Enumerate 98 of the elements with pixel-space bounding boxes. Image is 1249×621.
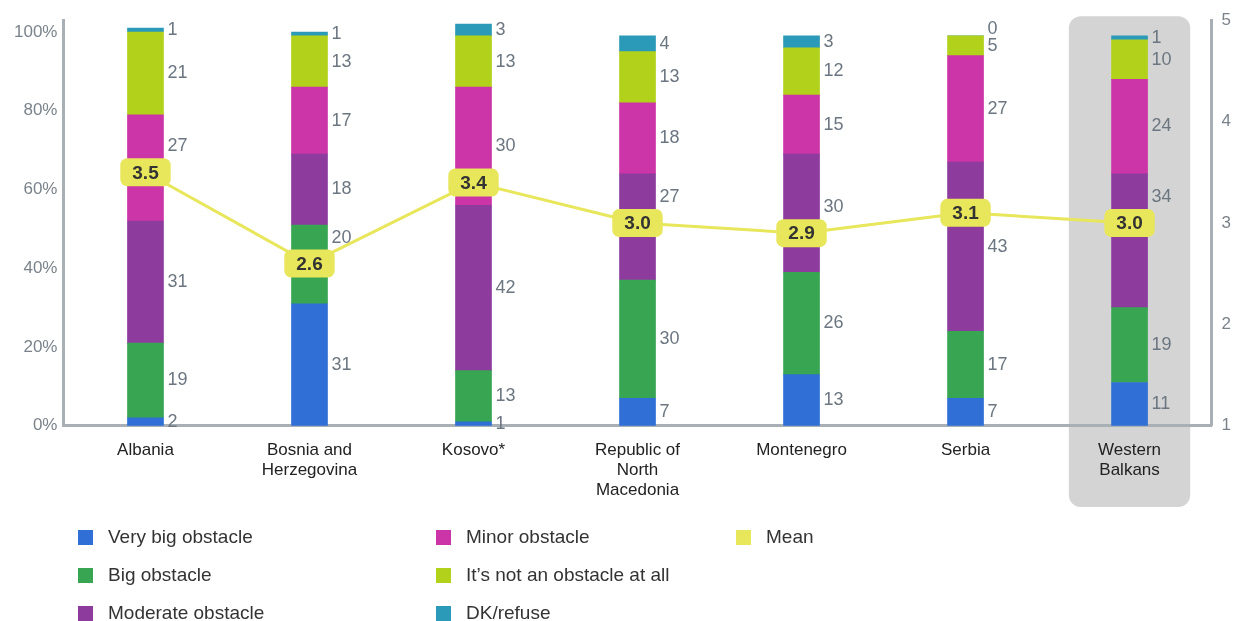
bar — [291, 35, 328, 88]
data-label: 7 — [987, 400, 998, 421]
legend-label: It’s not an obstacle at all — [466, 564, 670, 586]
data-label: 21 — [167, 62, 188, 83]
x-tick-label: Bosnia and Herzegovina — [261, 439, 358, 480]
data-label: 17 — [331, 109, 352, 130]
bar — [783, 271, 820, 375]
y-tick-label: 80% — [23, 100, 58, 120]
bar — [619, 397, 656, 426]
x-tick-label: Western Balkans — [1098, 439, 1162, 480]
y-tick-label: 60% — [23, 179, 58, 199]
bar — [127, 220, 164, 344]
data-label: 19 — [1151, 334, 1172, 355]
bar — [619, 35, 656, 53]
data-label: 13 — [331, 50, 352, 71]
data-label: 30 — [823, 196, 844, 217]
data-label: 3.5 — [132, 161, 160, 183]
bar — [291, 153, 328, 226]
data-label: 30 — [495, 135, 516, 156]
legend-label: Very big obstacle — [108, 526, 253, 548]
data-label: 3.1 — [952, 202, 980, 224]
data-label: 30 — [659, 328, 680, 349]
bar — [455, 23, 492, 37]
y2-tick-label: 5 — [1221, 9, 1232, 29]
data-label: 13 — [495, 385, 516, 406]
bar — [619, 51, 656, 104]
data-label: 19 — [167, 369, 188, 390]
data-label: 13 — [823, 389, 844, 410]
data-label: 20 — [331, 226, 352, 247]
y-tick-label: 100% — [14, 21, 58, 41]
y2-tick-label: 3 — [1221, 212, 1232, 232]
y2-tick-label: 1 — [1221, 415, 1232, 435]
x-tick-label: Republic of North Macedonia — [594, 439, 681, 500]
data-label: 1 — [1151, 26, 1162, 47]
data-label: 4 — [659, 32, 670, 53]
data-label: 12 — [823, 60, 844, 81]
data-label: 11 — [1151, 393, 1171, 414]
bar — [1111, 382, 1148, 426]
data-label: 3.0 — [1116, 212, 1143, 234]
bar — [619, 279, 656, 399]
x-tick-label: Serbia — [940, 439, 991, 459]
legend-label: DK/refuse — [466, 602, 551, 621]
legend-label: Minor obstacle — [466, 526, 590, 548]
data-label: 3 — [495, 19, 506, 40]
data-label: 1 — [167, 19, 178, 40]
data-label: 13 — [495, 50, 516, 71]
y-tick-label: 0% — [32, 415, 58, 435]
data-label: 2.9 — [788, 222, 815, 244]
bar — [947, 330, 984, 399]
data-label: 26 — [823, 312, 844, 333]
data-label: 27 — [987, 97, 1008, 118]
bar — [947, 397, 984, 426]
bar — [783, 94, 820, 155]
data-label: 34 — [1151, 185, 1172, 206]
bar — [947, 55, 984, 163]
x-tick-label: Kosovo* — [441, 439, 506, 459]
bar — [1111, 78, 1148, 175]
data-label: 2.6 — [296, 252, 323, 274]
bar — [1111, 39, 1148, 80]
bar — [291, 86, 328, 155]
bar — [455, 370, 492, 423]
data-label: 3.0 — [624, 212, 651, 234]
data-label: 13 — [659, 66, 680, 87]
legend-label: Moderate obstacle — [108, 602, 265, 621]
y2-tick-label: 4 — [1221, 111, 1232, 131]
bar — [127, 31, 164, 116]
data-label: 7 — [659, 400, 670, 421]
data-label: 18 — [331, 178, 352, 199]
bar — [291, 303, 328, 426]
data-label: 43 — [987, 235, 1008, 256]
data-label: 24 — [1151, 115, 1172, 136]
bar — [127, 342, 164, 419]
y-tick-label: 20% — [23, 336, 58, 356]
bar — [947, 35, 984, 56]
data-label: 27 — [167, 135, 188, 156]
data-label: 15 — [823, 113, 844, 134]
data-label: 3 — [823, 30, 834, 51]
bar — [783, 47, 820, 96]
data-label: 1 — [331, 22, 342, 43]
bar — [619, 102, 656, 175]
bar — [783, 374, 820, 426]
bar — [1111, 307, 1148, 383]
data-label: 10 — [1151, 48, 1172, 69]
data-label: 3.4 — [460, 171, 488, 193]
x-tick-label: Albania — [117, 439, 175, 459]
data-label: 31 — [331, 353, 352, 374]
data-label: 27 — [659, 185, 680, 206]
legend-label: Big obstacle — [108, 564, 212, 586]
data-label: 17 — [987, 353, 1008, 374]
legend-label: Mean — [766, 526, 814, 548]
y2-tick-label: 2 — [1221, 314, 1232, 334]
x-tick-label: Montenegro — [756, 439, 847, 459]
bar — [455, 204, 492, 371]
data-label: 31 — [167, 271, 188, 292]
data-label: 42 — [495, 276, 516, 297]
bar — [455, 35, 492, 88]
y-tick-label: 40% — [23, 257, 58, 277]
data-label: 18 — [659, 127, 680, 148]
